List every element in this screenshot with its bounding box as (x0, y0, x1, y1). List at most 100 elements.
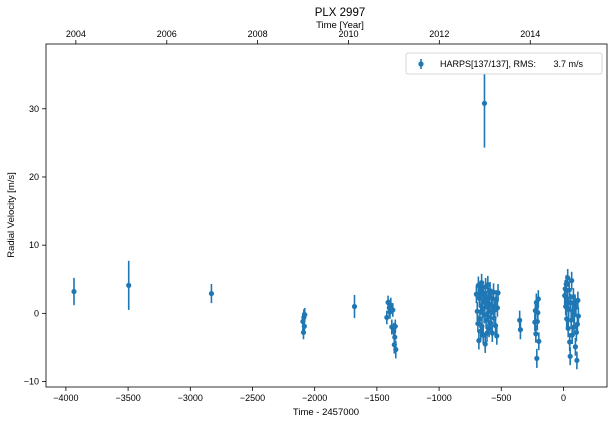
data-point (481, 293, 487, 299)
data-point (574, 321, 580, 327)
legend: HARPS[137/137], RMS: 3.7 m/s (405, 52, 603, 75)
x-tick-label: −2500 (240, 393, 265, 403)
data-point (568, 317, 574, 323)
x-tick-label: −2000 (302, 393, 327, 403)
y-axis-ticks: −10 0 10 20 30 (24, 104, 46, 387)
y-tick-label: 10 (29, 240, 39, 250)
data-point (492, 323, 499, 329)
data-point (302, 312, 308, 318)
data-point (573, 304, 579, 310)
legend-label: HARPS[137/137], RMS: 3.7 m/s (440, 59, 584, 69)
data-point (384, 314, 390, 321)
y-tick-label: 0 (34, 308, 39, 318)
plot-frame (45, 43, 608, 388)
data-point (486, 325, 492, 331)
data-point (568, 299, 574, 306)
data-point (482, 341, 488, 347)
data-point (388, 302, 394, 308)
x-tick-label: −500 (491, 393, 511, 403)
data-point (475, 320, 481, 327)
data-point (473, 291, 479, 297)
data-point (536, 338, 542, 344)
data-point (533, 331, 539, 337)
data-point (566, 306, 572, 312)
data-point (481, 312, 487, 318)
top-tick-label: 2006 (157, 29, 177, 39)
data-point (487, 320, 494, 326)
data-point (574, 357, 580, 364)
data-point (575, 297, 581, 303)
data-point (392, 323, 398, 329)
top-tick-label: 2004 (66, 29, 86, 39)
data-point (488, 295, 495, 301)
data-point (565, 275, 571, 281)
data-point (535, 310, 541, 316)
data-point (126, 282, 132, 288)
data-point (567, 339, 573, 345)
data-point (479, 306, 485, 312)
data-point (351, 303, 358, 310)
data-point (485, 314, 491, 320)
data-point (517, 317, 523, 323)
data-point (494, 305, 501, 311)
error-bars (73, 59, 580, 370)
data-point (570, 294, 577, 300)
data-point (494, 333, 500, 339)
data-point (572, 344, 579, 350)
data-point (493, 296, 499, 302)
data-point (567, 353, 573, 359)
data-point (474, 308, 480, 314)
x-tick-label: −4000 (53, 393, 78, 403)
data-point (477, 316, 483, 322)
data-point (476, 338, 482, 344)
data-point (392, 334, 398, 340)
data-point (208, 290, 215, 297)
data-point (517, 327, 524, 333)
data-point (390, 307, 396, 313)
data-point (534, 355, 540, 361)
data-point (391, 342, 397, 348)
data-point (476, 295, 482, 301)
data-point (391, 328, 397, 334)
data-point (71, 288, 77, 295)
data-point (575, 313, 581, 319)
data-point (563, 281, 569, 287)
data-point (479, 280, 485, 286)
data-point (300, 318, 306, 325)
top-tick-label: 2014 (520, 29, 540, 39)
x-tick-label: −3500 (115, 393, 140, 403)
y-tick-label: 30 (29, 104, 39, 114)
y-tick-label: −10 (24, 377, 39, 387)
data-point (490, 289, 497, 295)
data-point (481, 100, 488, 106)
y-tick-label: 20 (29, 172, 39, 182)
data-point (478, 328, 484, 334)
top-tick-label: 2008 (248, 29, 268, 39)
data-point (569, 278, 575, 284)
x-tick-label: −1000 (426, 393, 451, 403)
data-point (564, 316, 570, 322)
top-axis-label: Time [Year] (316, 20, 364, 31)
data-points (71, 100, 581, 364)
plot-area (71, 59, 581, 370)
chart-title: PLX 2997 (315, 7, 366, 19)
data-point (564, 296, 570, 302)
data-point (301, 323, 307, 329)
data-point (491, 315, 497, 321)
data-point (565, 325, 571, 331)
data-point (300, 329, 307, 336)
data-point (571, 324, 577, 330)
data-point (393, 346, 399, 353)
data-point (484, 330, 490, 336)
x-tick-label: −3000 (178, 393, 203, 403)
legend-marker (418, 61, 424, 67)
top-tick-label: 2010 (339, 29, 359, 39)
data-point (489, 330, 495, 336)
data-point (534, 318, 540, 325)
data-point (479, 323, 485, 329)
data-point (495, 290, 501, 296)
x-axis-ticks: −4000 −3500 −3000 −2500 −2000 −1500 −1000 −500 0 (53, 387, 566, 403)
data-point (573, 329, 580, 336)
top-tick-label: 2012 (429, 29, 449, 39)
